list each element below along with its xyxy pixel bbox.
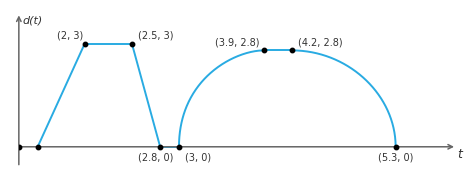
Text: (2.8, 0): (2.8, 0): [138, 153, 173, 163]
Text: (2, 3): (2, 3): [57, 31, 83, 41]
Text: (4.2, 2.8): (4.2, 2.8): [298, 38, 342, 48]
Text: (2.5, 3): (2.5, 3): [138, 31, 173, 41]
Text: d(t): d(t): [23, 15, 43, 25]
Text: (3, 0): (3, 0): [185, 153, 211, 163]
Text: t: t: [457, 148, 462, 161]
Text: (3.9, 2.8): (3.9, 2.8): [215, 38, 259, 48]
Text: (5.3, 0): (5.3, 0): [378, 153, 414, 163]
